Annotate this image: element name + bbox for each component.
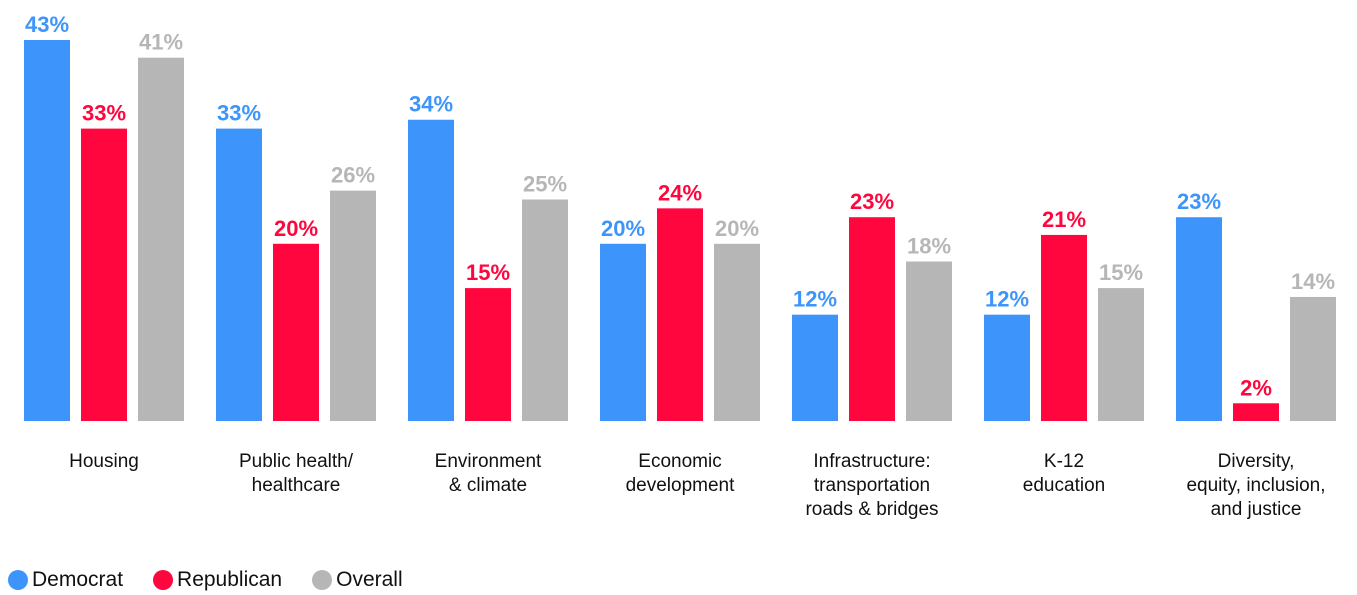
value-label-k-12-education-overall: 15%: [1099, 260, 1143, 285]
legend-label-overall: Overall: [336, 568, 403, 591]
bar-infrastructure-transportation-roads-bridges-democrat: [792, 314, 838, 421]
legend-swatch-republican: [153, 570, 174, 590]
category-label-line: equity, inclusion,: [1186, 475, 1325, 496]
value-label-k-12-education-democrat: 12%: [985, 287, 1029, 312]
bar-infrastructure-transportation-roads-bridges-overall: [906, 261, 952, 421]
value-label-environment-climate-democrat: 34%: [409, 92, 453, 117]
legend-item-republican: Republican: [153, 568, 282, 592]
bar-infrastructure-transportation-roads-bridges-republican: [849, 217, 895, 421]
legend-swatch-democrat: [8, 570, 28, 590]
value-label-housing-overall: 41%: [139, 30, 183, 55]
category-label-line: transportation: [814, 475, 930, 496]
value-label-diversity-equity-inclusion-and-justice-overall: 14%: [1291, 269, 1335, 294]
legend-label-republican: Republican: [177, 568, 283, 591]
value-label-infrastructure-transportation-roads-bridges-democrat: 12%: [793, 287, 837, 312]
category-label-line: Environment: [435, 451, 542, 472]
bar-diversity-equity-inclusion-and-justice-overall: [1290, 296, 1336, 421]
category-label-public-health-healthcare: Public health/healthcare: [239, 451, 354, 496]
bar-k-12-education-democrat: [984, 314, 1030, 421]
value-label-economic-development-overall: 20%: [715, 216, 759, 241]
value-label-infrastructure-transportation-roads-bridges-overall: 18%: [907, 234, 951, 259]
legend-item-democrat: Democrat: [8, 568, 123, 592]
category-label-infrastructure-transportation-roads-bridges: Infrastructure: transportation roads & bri…: [805, 451, 938, 520]
bar-economic-development-democrat: [600, 243, 646, 421]
bar-economic-development-overall: [714, 243, 760, 421]
value-label-environment-climate-overall: 25%: [523, 171, 567, 196]
value-label-diversity-equity-inclusion-and-justice-democrat: 23%: [1177, 189, 1221, 214]
value-label-public-health-healthcare-republican: 20%: [274, 216, 318, 241]
category-label-line: & climate: [449, 475, 527, 496]
category-label-economic-development: Economic development: [626, 451, 736, 496]
bar-environment-climate-democrat: [408, 119, 454, 421]
category-label-environment-climate: Environment & climate: [435, 451, 542, 496]
bar-housing-overall: [138, 57, 184, 421]
category-label-line: K-12: [1044, 451, 1084, 472]
value-label-infrastructure-transportation-roads-bridges-republican: 23%: [850, 189, 894, 214]
category-label-line: education: [1023, 475, 1105, 496]
bar-public-health-healthcare-democrat: [216, 128, 262, 421]
value-label-environment-climate-republican: 15%: [466, 260, 510, 285]
value-label-k-12-education-republican: 21%: [1042, 207, 1086, 232]
bar-diversity-equity-inclusion-and-justice-democrat: [1176, 217, 1222, 421]
category-label-line: and justice: [1211, 499, 1302, 520]
value-label-public-health-healthcare-overall: 26%: [331, 163, 375, 188]
category-label-line: Economic: [638, 451, 721, 472]
bar-housing-democrat: [24, 40, 70, 421]
category-label-line: Infrastructure:: [813, 451, 930, 472]
category-label-line: development: [626, 475, 736, 496]
bar-environment-climate-overall: [522, 199, 568, 421]
legend-item-overall: Overall: [312, 568, 403, 592]
bar-diversity-equity-inclusion-and-justice-republican: [1233, 403, 1279, 421]
bar-economic-development-republican: [657, 208, 703, 421]
value-label-economic-development-republican: 24%: [658, 180, 702, 205]
category-label-line: Public health/: [239, 451, 354, 472]
category-label-k-12-education: K-12 education: [1023, 451, 1105, 496]
bar-housing-republican: [81, 128, 127, 421]
bar-k-12-education-overall: [1098, 288, 1144, 421]
value-label-diversity-equity-inclusion-and-justice-republican: 2%: [1240, 375, 1272, 400]
value-label-housing-democrat: 43%: [25, 12, 69, 37]
bar-public-health-healthcare-overall: [330, 190, 376, 421]
category-label-diversity-equity-inclusion-and-justice: Diversity, equity, inclusion, and justice: [1186, 451, 1325, 520]
value-label-economic-development-democrat: 20%: [601, 216, 645, 241]
bar-environment-climate-republican: [465, 288, 511, 421]
value-label-housing-republican: 33%: [82, 101, 126, 126]
bar-chart: 43% 33% 41% Housing 33% 20% 26% Public health/h…: [24, 12, 1336, 520]
legend-label-democrat: Democrat: [32, 568, 124, 591]
legend-swatch-overall: [312, 570, 333, 590]
category-label-line: Housing: [69, 451, 139, 472]
value-label-public-health-healthcare-democrat: 33%: [217, 101, 261, 126]
category-label-line: healthcare: [252, 475, 341, 496]
category-label-housing: Housing: [69, 451, 139, 472]
category-label-line: roads & bridges: [805, 499, 938, 520]
bar-k-12-education-republican: [1041, 234, 1087, 421]
chart-legend: Democrat Republican Overall: [8, 568, 433, 592]
bar-public-health-healthcare-republican: [273, 243, 319, 421]
category-label-line: Diversity,: [1218, 451, 1295, 472]
